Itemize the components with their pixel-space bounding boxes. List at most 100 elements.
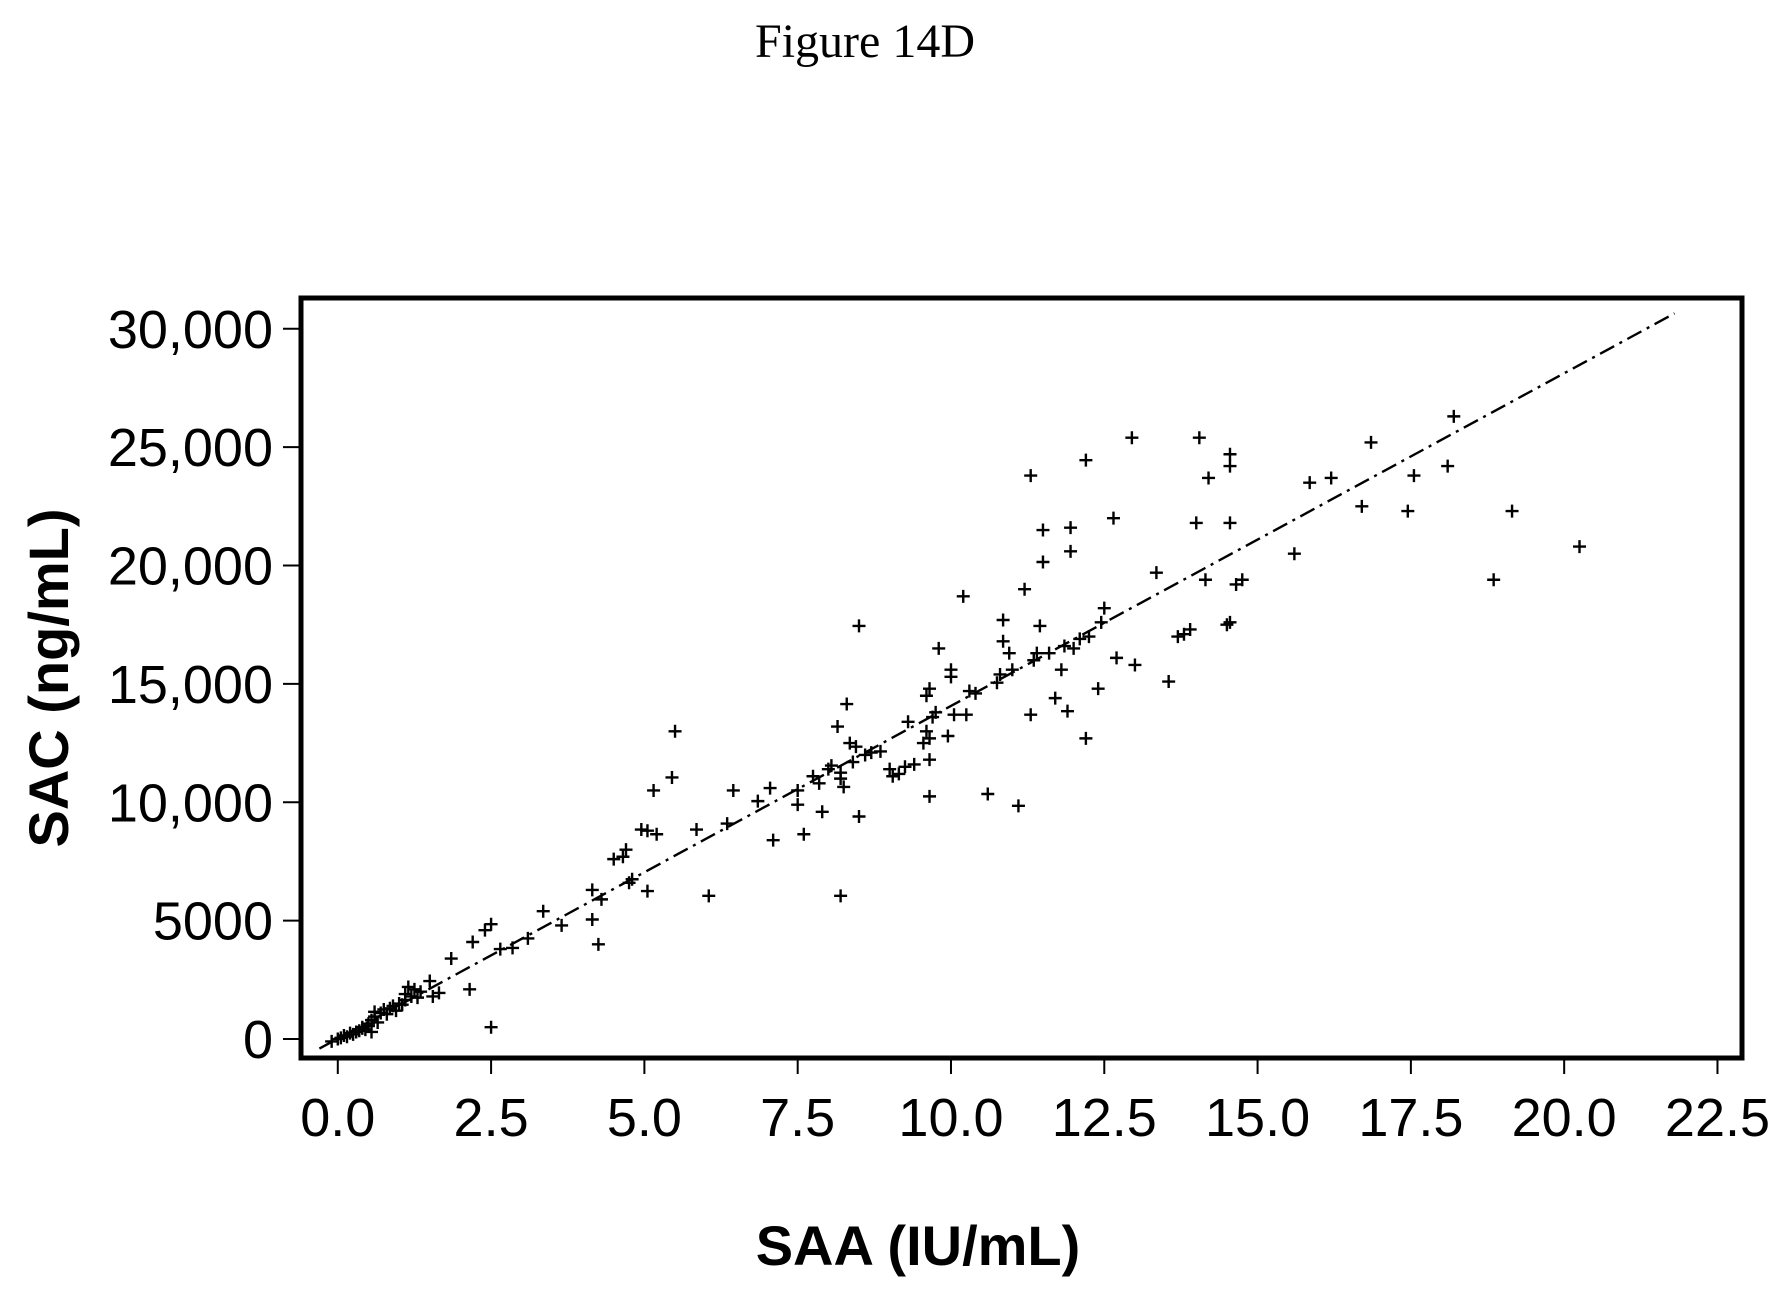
data-point: [726, 783, 740, 797]
data-point: [1094, 615, 1108, 629]
data-point: [1287, 547, 1301, 561]
data-point: [407, 982, 421, 996]
data-point: [834, 889, 848, 903]
data-point: [521, 931, 535, 945]
data-point: [996, 634, 1010, 648]
data-point: [1441, 459, 1455, 473]
data-point: [837, 780, 851, 794]
data-point: [962, 684, 976, 698]
data-point: [1487, 573, 1501, 587]
data-point: [996, 613, 1010, 627]
data-point: [1033, 619, 1047, 633]
data-point: [466, 935, 480, 949]
x-tick-label: 17.5: [1358, 1088, 1463, 1148]
data-point: [923, 789, 937, 803]
data-point: [1064, 521, 1078, 535]
axis-ticks-layer: 0.0 2.5 5.0 7.5 10.0 12.5 15.0 17.5 20.0 22.5 0 500…: [108, 300, 1770, 1148]
data-point: [398, 987, 412, 1001]
data-point: [1048, 691, 1062, 705]
data-point: [886, 769, 900, 783]
data-point: [849, 740, 863, 754]
x-axis-title: SAA (IU/mL): [756, 1214, 1081, 1277]
data-point: [463, 982, 477, 996]
data-point: [1060, 704, 1074, 718]
data-point: [1073, 632, 1087, 646]
data-point: [411, 991, 425, 1005]
data-point: [806, 769, 820, 783]
data-point: [493, 942, 507, 956]
data-point: [594, 892, 608, 906]
x-tick-label: 15.0: [1205, 1088, 1310, 1148]
data-point: [923, 753, 937, 767]
data-point: [1097, 601, 1111, 615]
data-point: [791, 798, 805, 812]
data-point: [1036, 555, 1050, 569]
data-point: [883, 762, 897, 776]
data-point: [858, 748, 872, 762]
data-point: [640, 884, 654, 898]
data-point: [923, 682, 937, 696]
data-point: [389, 1004, 403, 1018]
data-point: [1183, 622, 1197, 636]
y-tick-label: 25,000: [108, 418, 273, 478]
data-point: [892, 767, 906, 781]
data-point: [1223, 516, 1237, 530]
data-point: [1079, 731, 1093, 745]
data-point: [1189, 516, 1203, 530]
data-point: [665, 770, 679, 784]
data-point: [365, 1025, 379, 1039]
data-point: [751, 794, 765, 808]
data-point: [846, 755, 860, 769]
data-point: [371, 1015, 385, 1029]
data-point: [959, 708, 973, 722]
data-point: [720, 817, 734, 831]
data-point: [969, 686, 983, 700]
data-point: [1401, 504, 1415, 518]
data-point: [1505, 504, 1519, 518]
data-point: [616, 850, 630, 864]
data-point: [815, 805, 829, 819]
data-point: [1192, 431, 1206, 445]
y-tick-label: 10,000: [108, 773, 273, 833]
data-point: [763, 781, 777, 795]
data-point: [1220, 618, 1234, 632]
y-tick-label: 0: [243, 1010, 273, 1070]
x-tick-label: 20.0: [1512, 1088, 1617, 1148]
data-point: [1042, 646, 1056, 660]
data-point: [1198, 573, 1212, 587]
data-point: [947, 708, 961, 722]
data-point: [380, 1007, 394, 1021]
data-point: [1030, 646, 1044, 660]
data-point: [585, 883, 599, 897]
data-point: [506, 941, 520, 955]
data-point: [414, 985, 428, 999]
data-point: [1364, 435, 1378, 449]
data-point: [901, 715, 915, 729]
y-tick-label: 20,000: [108, 537, 273, 597]
data-point: [650, 827, 664, 841]
data-point: [1064, 544, 1078, 558]
data-point: [484, 917, 498, 931]
data-point: [1162, 675, 1176, 689]
data-point: [555, 918, 569, 932]
data-point: [1447, 409, 1461, 423]
data-point: [607, 852, 621, 866]
data-point: [423, 974, 437, 988]
data-point: [929, 705, 943, 719]
data-point: [1223, 447, 1237, 461]
data-point: [1202, 471, 1216, 485]
y-tick-label: 5000: [153, 892, 273, 952]
data-point: [619, 843, 633, 857]
x-tick-label: 5.0: [607, 1088, 682, 1148]
data-point: [923, 731, 937, 745]
data-point: [919, 689, 933, 703]
data-point: [591, 937, 605, 951]
data-point: [907, 757, 921, 771]
data-point: [1005, 663, 1019, 677]
data-point: [898, 760, 912, 774]
data-point: [444, 952, 458, 966]
data-point: [824, 759, 838, 773]
trend-line: [318, 312, 1676, 1050]
y-tick-label: 15,000: [108, 655, 273, 715]
